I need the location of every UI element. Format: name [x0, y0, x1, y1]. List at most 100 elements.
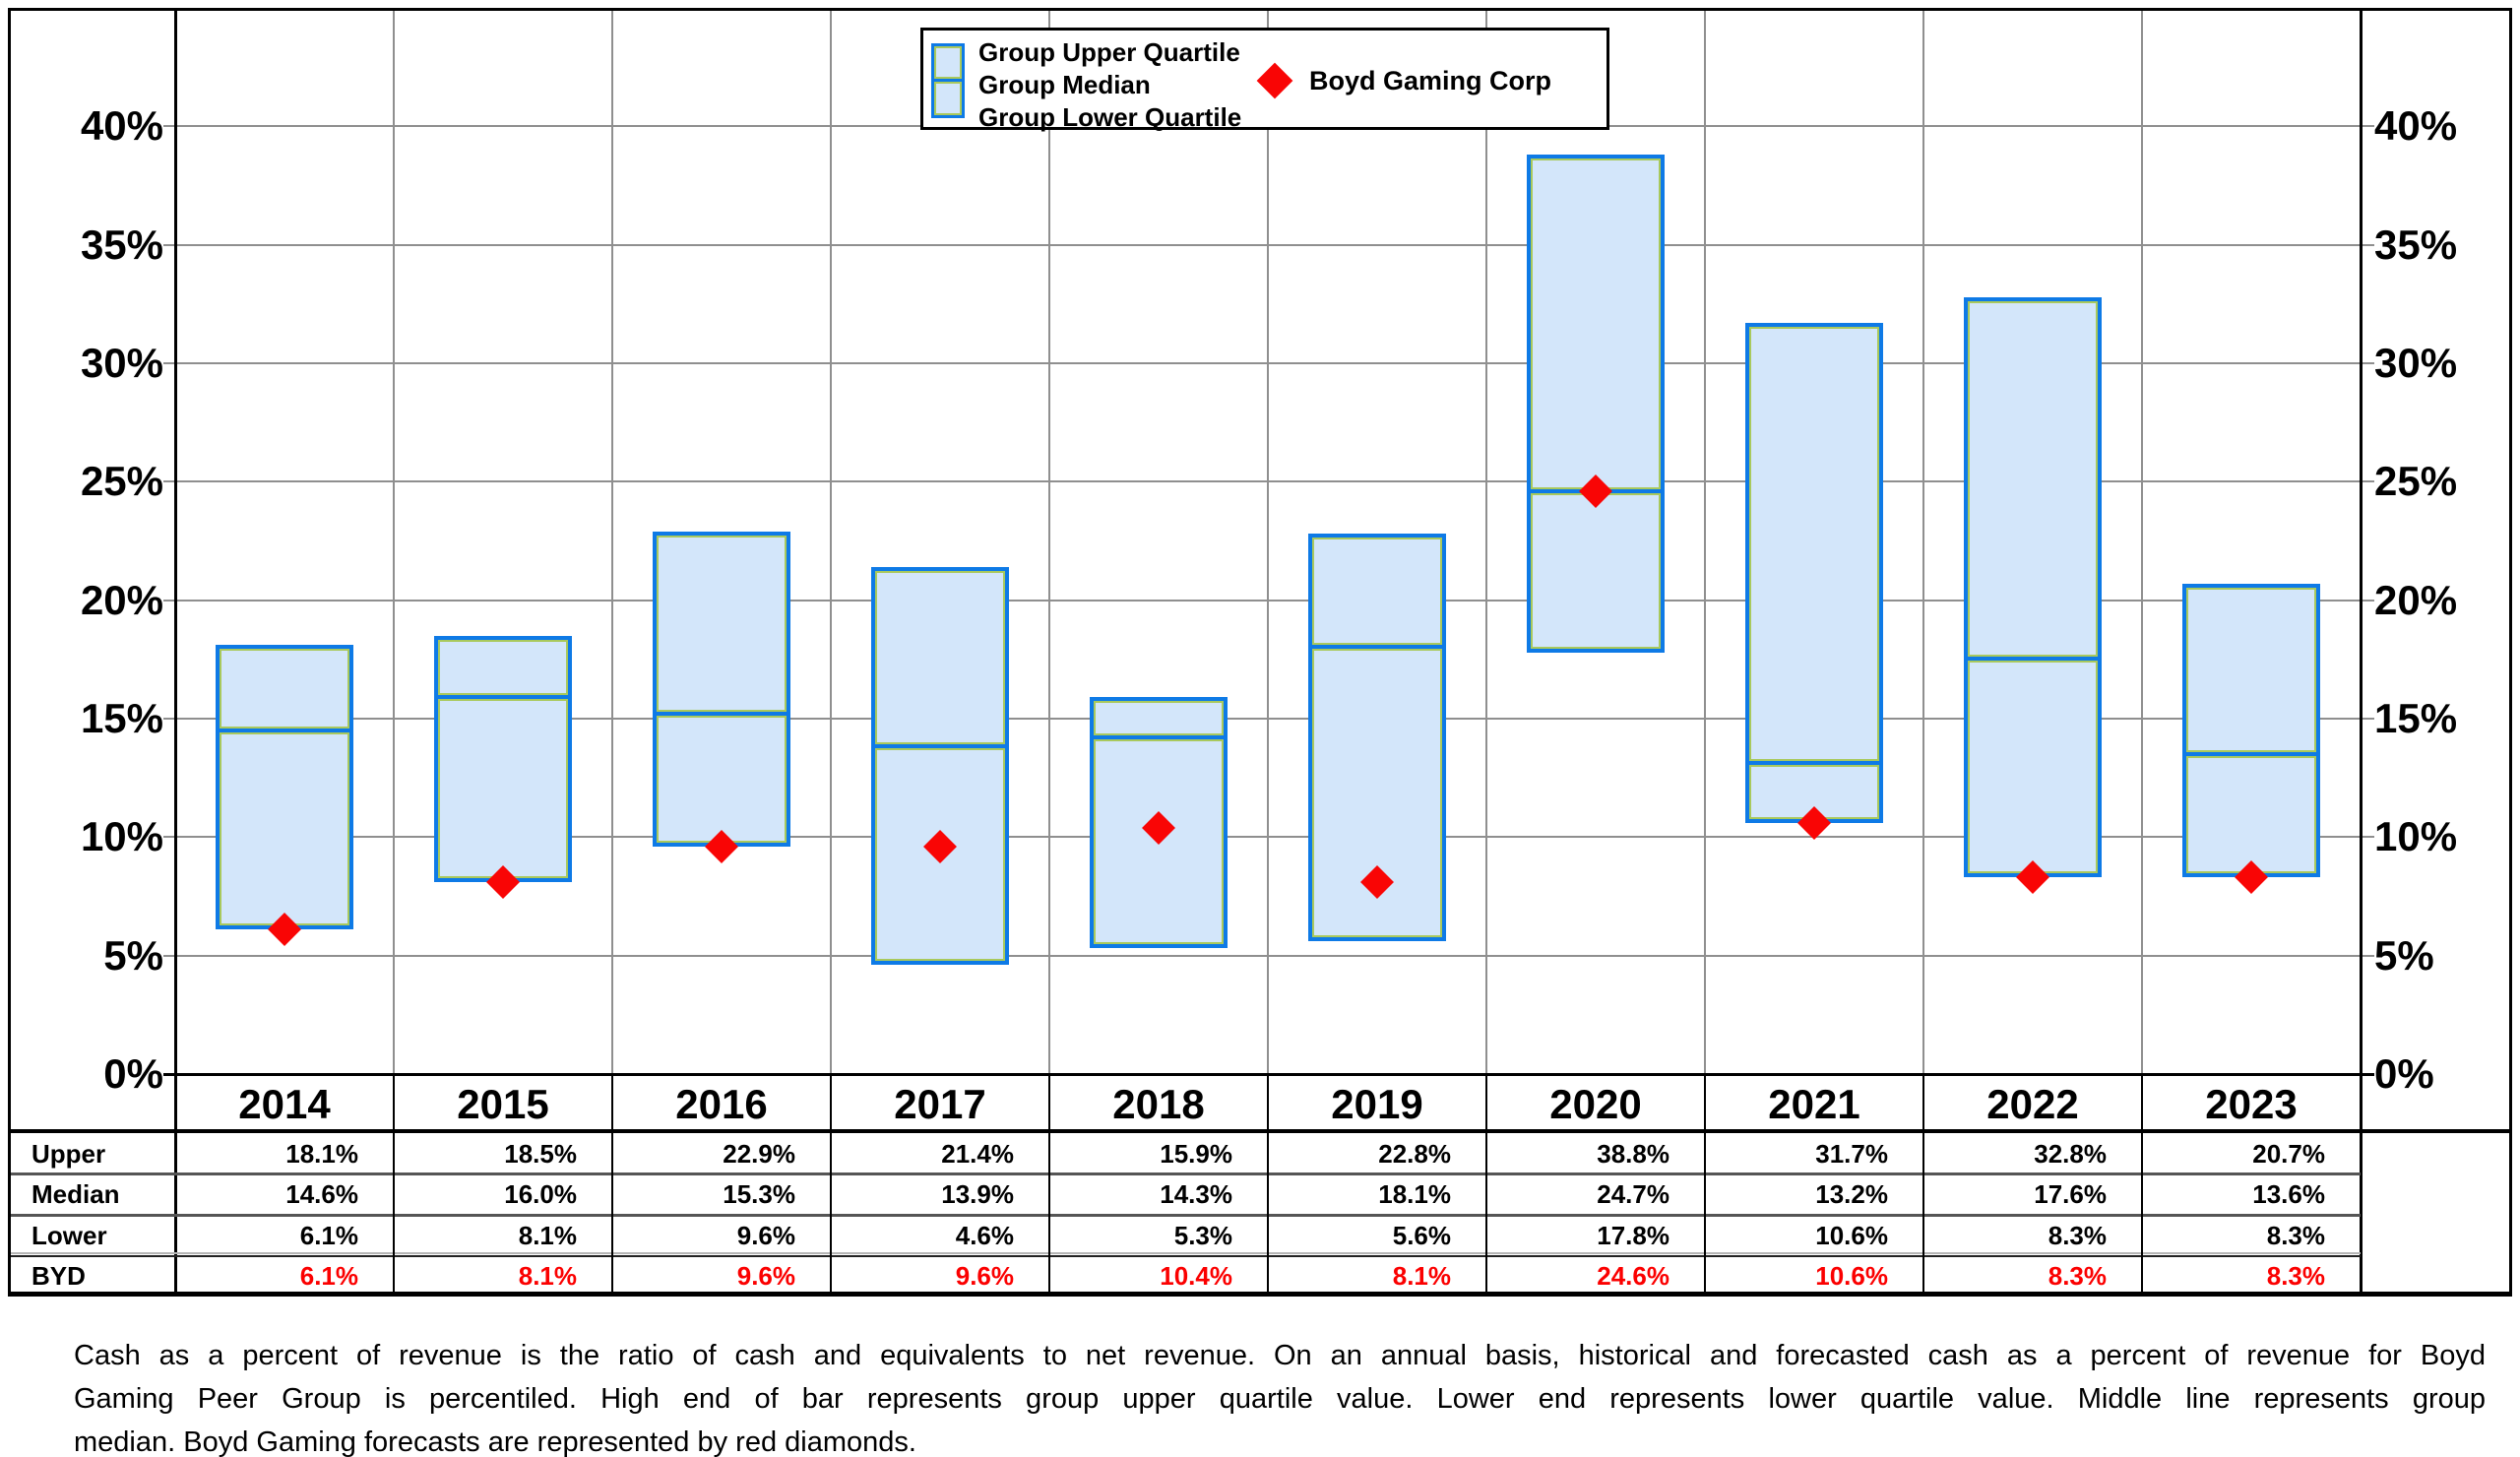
- quartile-bar-upper-segment: [1964, 297, 2102, 661]
- table-value-2018-median: 14.3%: [1160, 1179, 1232, 1209]
- plot-gridline-horizontal: [163, 600, 2374, 602]
- y-axis-tick-label-right: 40%: [2374, 102, 2458, 149]
- y-axis-tick-label-right: 5%: [2374, 932, 2434, 979]
- y-axis-tick-label-right: 10%: [2374, 813, 2458, 859]
- legend-label-median: Group Median: [978, 70, 1151, 99]
- plot-gridline-horizontal: [163, 362, 2374, 364]
- x-axis-year-label: 2017: [894, 1081, 986, 1127]
- footnote-line: Gaming Peer Group is percentiled. High e…: [74, 1383, 2486, 1415]
- y-axis-tick-label-left: 40%: [80, 102, 163, 149]
- footnote-line: median. Boyd Gaming forecasts are repres…: [74, 1426, 916, 1457]
- x-axis-year-label: 2022: [1986, 1081, 2079, 1127]
- table-value-2020-byd: 24.6%: [1597, 1261, 1670, 1291]
- y-axis-tick-label-right: 30%: [2374, 340, 2458, 386]
- table-column-separator: [1704, 1076, 1706, 1294]
- table-value-2014-median: 14.6%: [285, 1179, 358, 1209]
- table-value-2020-upper: 38.8%: [1597, 1139, 1670, 1169]
- legend-label-boyd-gaming: Boyd Gaming Corp: [1309, 66, 1552, 95]
- x-axis-year-label: 2019: [1331, 1081, 1423, 1127]
- y-axis-tick-label-right: 25%: [2374, 458, 2458, 504]
- table-value-2019-lower: 5.6%: [1392, 1221, 1451, 1250]
- footnote: Cash as a percent of revenue is the rati…: [74, 1334, 2486, 1457]
- table-value-2014-upper: 18.1%: [285, 1139, 358, 1169]
- quartile-bar-upper-segment: [1308, 534, 1446, 649]
- y-axis-tick-label-left: 30%: [80, 340, 163, 386]
- quartile-bar-upper-segment: [653, 532, 790, 716]
- table-row-separator: [8, 1214, 2361, 1217]
- x-axis-year-label: 2020: [1549, 1081, 1642, 1127]
- y-axis-tick-label-right: 35%: [2374, 222, 2458, 268]
- x-axis-year-label: 2014: [238, 1081, 331, 1127]
- plot-gridline-vertical: [1485, 8, 1487, 1074]
- legend-bar-swatch-upper-cell: [931, 43, 965, 82]
- table-value-2016-byd: 9.6%: [736, 1261, 795, 1291]
- plot-gridline-vertical: [611, 8, 613, 1074]
- plot-gridline-horizontal: [163, 836, 2374, 838]
- table-column-separator: [1267, 1076, 1269, 1294]
- y-axis-tick-label-right: 20%: [2374, 577, 2458, 623]
- x-axis-year-label: 2018: [1112, 1081, 1205, 1127]
- table-value-2021-lower: 10.6%: [1815, 1221, 1888, 1250]
- table-column-separator: [2141, 1076, 2143, 1294]
- table-value-2020-lower: 17.8%: [1597, 1221, 1670, 1250]
- plot-gridline-vertical: [1048, 8, 1050, 1074]
- y-axis-tick-label-left: 25%: [80, 458, 163, 504]
- table-value-2018-upper: 15.9%: [1160, 1139, 1232, 1169]
- table-row-separator: [8, 1252, 2361, 1254]
- table-value-2017-median: 13.9%: [941, 1179, 1014, 1209]
- table-column-separator: [611, 1076, 613, 1294]
- plot-gridline-horizontal: [163, 480, 2374, 482]
- quartile-bar-lower-segment: [434, 695, 572, 882]
- plot-gridline-vertical: [1922, 8, 1924, 1074]
- quartile-bar-upper-segment: [1090, 697, 1228, 739]
- table-row-label-byd: BYD: [32, 1261, 86, 1291]
- y-axis-tick-label-left: 15%: [80, 695, 163, 741]
- table-value-2015-byd: 8.1%: [518, 1261, 577, 1291]
- plot-gridline-horizontal: [163, 244, 2374, 246]
- table-value-2016-median: 15.3%: [723, 1179, 795, 1209]
- y-axis-tick-label-left: 0%: [103, 1050, 163, 1097]
- table-value-2022-median: 17.6%: [2034, 1179, 2107, 1209]
- table-row-separator: [8, 1172, 2361, 1175]
- table-column-separator: [393, 1076, 395, 1294]
- table-row-label-lower: Lower: [32, 1221, 107, 1250]
- quartile-bar-upper-segment: [2182, 584, 2320, 756]
- table-value-2019-byd: 8.1%: [1392, 1261, 1451, 1291]
- quartile-bar-upper-segment: [1527, 155, 1665, 493]
- legend: Group Upper Quartile Group Median Group …: [920, 28, 1609, 132]
- footnote-line: Cash as a percent of revenue is the rati…: [74, 1340, 2486, 1371]
- table-value-2016-upper: 22.9%: [723, 1139, 795, 1169]
- legend-bar-swatch-lower-cell: [931, 79, 965, 118]
- plot-gridline-vertical: [1704, 8, 1706, 1074]
- table-header-underline: [8, 1129, 2509, 1133]
- y-axis-left: [174, 8, 177, 1294]
- table-value-2014-byd: 6.1%: [299, 1261, 358, 1291]
- table-value-2022-upper: 32.8%: [2034, 1139, 2107, 1169]
- x-axis-year-label: 2016: [675, 1081, 768, 1127]
- y-axis-tick-label-right: 0%: [2374, 1050, 2434, 1097]
- table-value-2019-upper: 22.8%: [1378, 1139, 1451, 1169]
- y-axis-tick-label-left: 35%: [80, 222, 163, 268]
- table-value-2022-byd: 8.3%: [2048, 1261, 2107, 1291]
- y-axis-tick-label-left: 10%: [80, 813, 163, 859]
- table-value-2017-lower: 4.6%: [955, 1221, 1014, 1250]
- table-row-label-upper: Upper: [32, 1139, 106, 1169]
- x-axis-year-label: 2023: [2205, 1081, 2298, 1127]
- table-column-separator: [830, 1076, 832, 1294]
- table-value-2016-lower: 9.6%: [736, 1221, 795, 1250]
- table-value-2017-byd: 9.6%: [955, 1261, 1014, 1291]
- table-row-label-median: Median: [32, 1179, 120, 1209]
- y-axis-tick-label-left: 5%: [103, 932, 163, 979]
- quartile-bar-upper-segment: [434, 636, 572, 699]
- quartile-bar-lower-segment: [2182, 752, 2320, 877]
- table-value-2017-upper: 21.4%: [941, 1139, 1014, 1169]
- plot-gridline-vertical: [2141, 8, 2143, 1074]
- quartile-bar-lower-segment: [1527, 489, 1665, 653]
- table-value-2023-median: 13.6%: [2252, 1179, 2325, 1209]
- x-axis-year-label: 2015: [457, 1081, 549, 1127]
- table-value-2015-median: 16.0%: [504, 1179, 577, 1209]
- plot-gridline-horizontal: [163, 955, 2374, 957]
- legend-label-upper-quartile: Group Upper Quartile: [978, 37, 1240, 67]
- legend-label-lower-quartile: Group Lower Quartile: [978, 102, 1242, 132]
